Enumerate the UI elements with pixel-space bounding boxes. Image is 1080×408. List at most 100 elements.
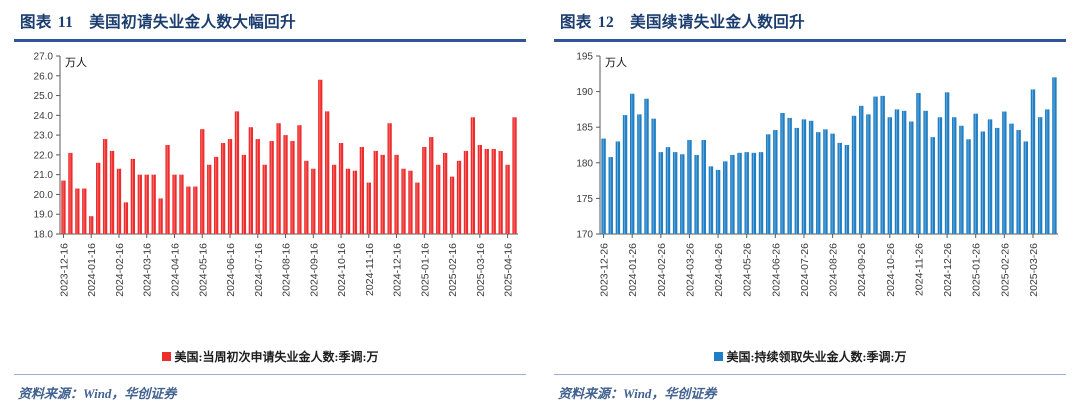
bar [463,150,469,234]
y-axis-tick-label: 24.0 [34,110,54,121]
bar-highlight [717,169,719,234]
bar-highlight [69,152,71,234]
bar [894,108,900,234]
title-divider-11 [14,39,526,42]
bar [248,126,253,234]
bar [987,118,993,234]
bar-highlight [702,139,704,234]
bar-highlight [896,108,898,234]
x-axis-tick-label: 2023-12-26 [599,242,611,296]
y-axis-tick-label: 195 [576,51,593,62]
x-axis-tick-label: 2024-03-26 [684,242,696,296]
bar [477,144,482,234]
bar [109,150,115,234]
bar [213,156,219,234]
bar-highlight [917,92,919,234]
x-axis-tick-label: 2024-09-16 [308,242,320,296]
bar-highlight [319,79,321,234]
bar-highlight [874,96,876,234]
bar-highlight [752,152,754,234]
bar [1016,129,1021,234]
bar [901,110,907,234]
bar-highlight [760,151,762,234]
bar-highlight [888,116,890,234]
bar-highlight [903,110,905,234]
bar [311,168,316,234]
bar [629,93,635,234]
bar [701,139,706,234]
bar-highlight [795,127,797,234]
bar [994,127,1000,234]
bar-highlight [270,140,272,234]
bar [436,164,441,234]
bar-highlight [631,93,633,234]
bar [737,152,742,234]
x-axis-tick-label: 2024-05-26 [742,242,754,296]
chart-area-11: 万人 18.0 19.0 20.0 21.0 22.0 23.0 24.0 25.0 26.0 27… [14,44,526,344]
bar-highlight [478,144,480,234]
bar [694,154,699,234]
bar [290,140,295,234]
x-axis-tick-label: 2024-05-16 [197,242,209,296]
bar [491,148,496,234]
x-axis-tick-label: 2024-12-26 [942,242,954,296]
bar [672,151,678,234]
bar-highlight [132,158,133,234]
bar [89,215,94,234]
bar [1037,116,1043,234]
x-axis-tick-label: 2024-04-16 [170,242,182,296]
bar-highlight [76,188,78,234]
bar [873,96,878,234]
bar-highlight [256,138,258,234]
bar-highlight [881,95,883,234]
bar-highlight [867,113,869,234]
bar [172,174,177,234]
figure-label-11: 图表 [20,14,52,31]
bar [909,121,914,234]
bar-highlight [402,168,404,234]
x-axis-tick-label: 2024-09-26 [856,242,868,296]
legend-label-12: 美国:持续领取失业金人数:季调:万 [726,350,907,364]
figure-panel-11: 图表 11 美国初请失业金人数大幅回升 万人 18.0 19.0 20.0 21.0 22… [14,14,526,401]
bar-highlight [194,186,196,234]
bar-highlight [860,105,862,234]
bar-highlight [781,112,783,234]
bar-highlight [946,91,948,234]
bar [82,188,87,234]
bar-highlight [731,154,733,234]
bar [318,79,323,234]
bar-highlight [989,118,991,234]
footer-divider-11 [14,373,526,375]
bar [844,144,850,234]
y-axis-tick-label: 185 [576,122,593,133]
bar [1045,108,1050,234]
bar-highlight [111,150,113,234]
bar [658,151,664,234]
bar [401,168,406,234]
bar [415,182,420,234]
bar-highlight [437,164,439,234]
title-divider-12 [554,39,1066,42]
bar [366,182,371,234]
bar-highlight [416,182,418,234]
bar-highlight [681,153,683,234]
bar [966,138,971,234]
bar [241,154,247,234]
bar-highlight [465,150,467,234]
bar-highlight [326,110,328,234]
bar-highlight [513,116,515,234]
bar-highlight [609,156,611,234]
bar-highlight [97,162,99,234]
bar-highlight [1010,123,1012,234]
y-axis-tick-label: 25.0 [34,91,54,102]
y-axis-tick-label: 22.0 [34,150,54,161]
bar-highlight [931,136,933,234]
x-axis-tick-label: 2023-12-16 [58,242,70,296]
bar-highlight [967,138,969,234]
bar [801,118,807,234]
x-axis-tick-label: 2024-02-16 [114,242,126,296]
bar-highlight [602,138,604,234]
bar-highlight [104,138,106,234]
bar-highlight [674,151,676,234]
figure-number-11: 11 [57,14,74,31]
